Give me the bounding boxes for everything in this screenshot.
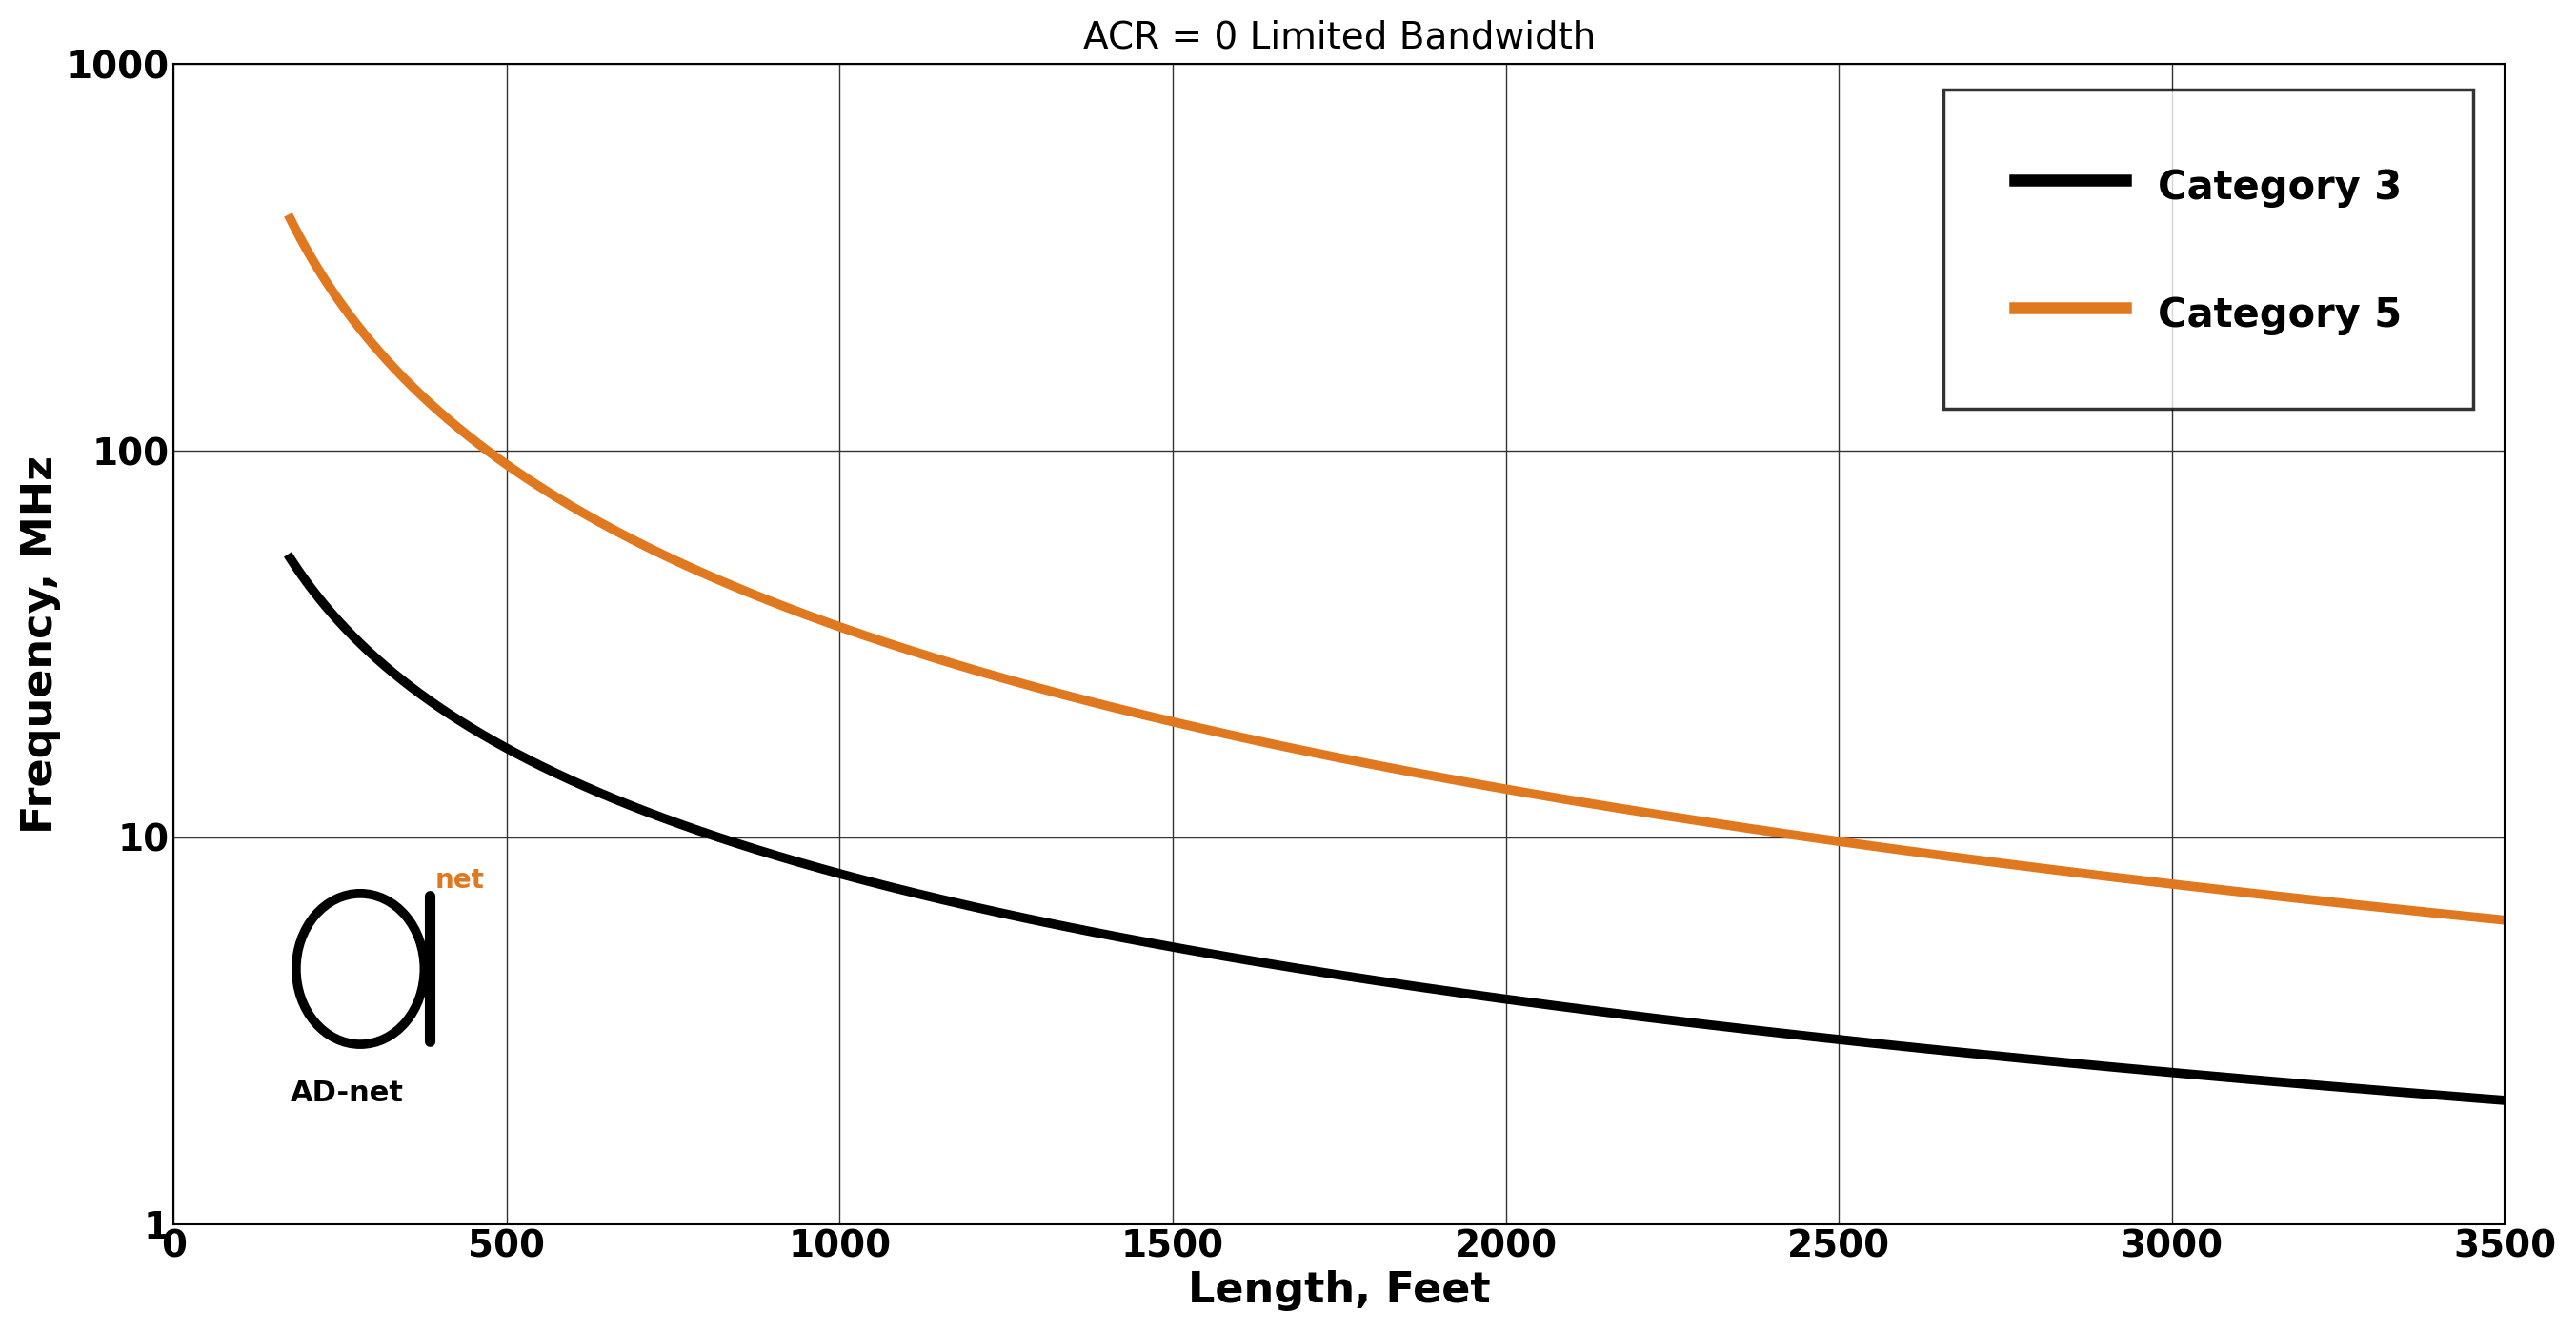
Text: AD-net: AD-net	[291, 1079, 404, 1106]
Title: ACR = 0 Limited Bandwidth: ACR = 0 Limited Bandwidth	[1082, 20, 1595, 56]
X-axis label: Length, Feet: Length, Feet	[1188, 1270, 1492, 1311]
Text: net: net	[435, 866, 484, 893]
Y-axis label: Frequency, MHz: Frequency, MHz	[21, 455, 62, 833]
Legend: Category 3, Category 5: Category 3, Category 5	[1942, 91, 2473, 409]
